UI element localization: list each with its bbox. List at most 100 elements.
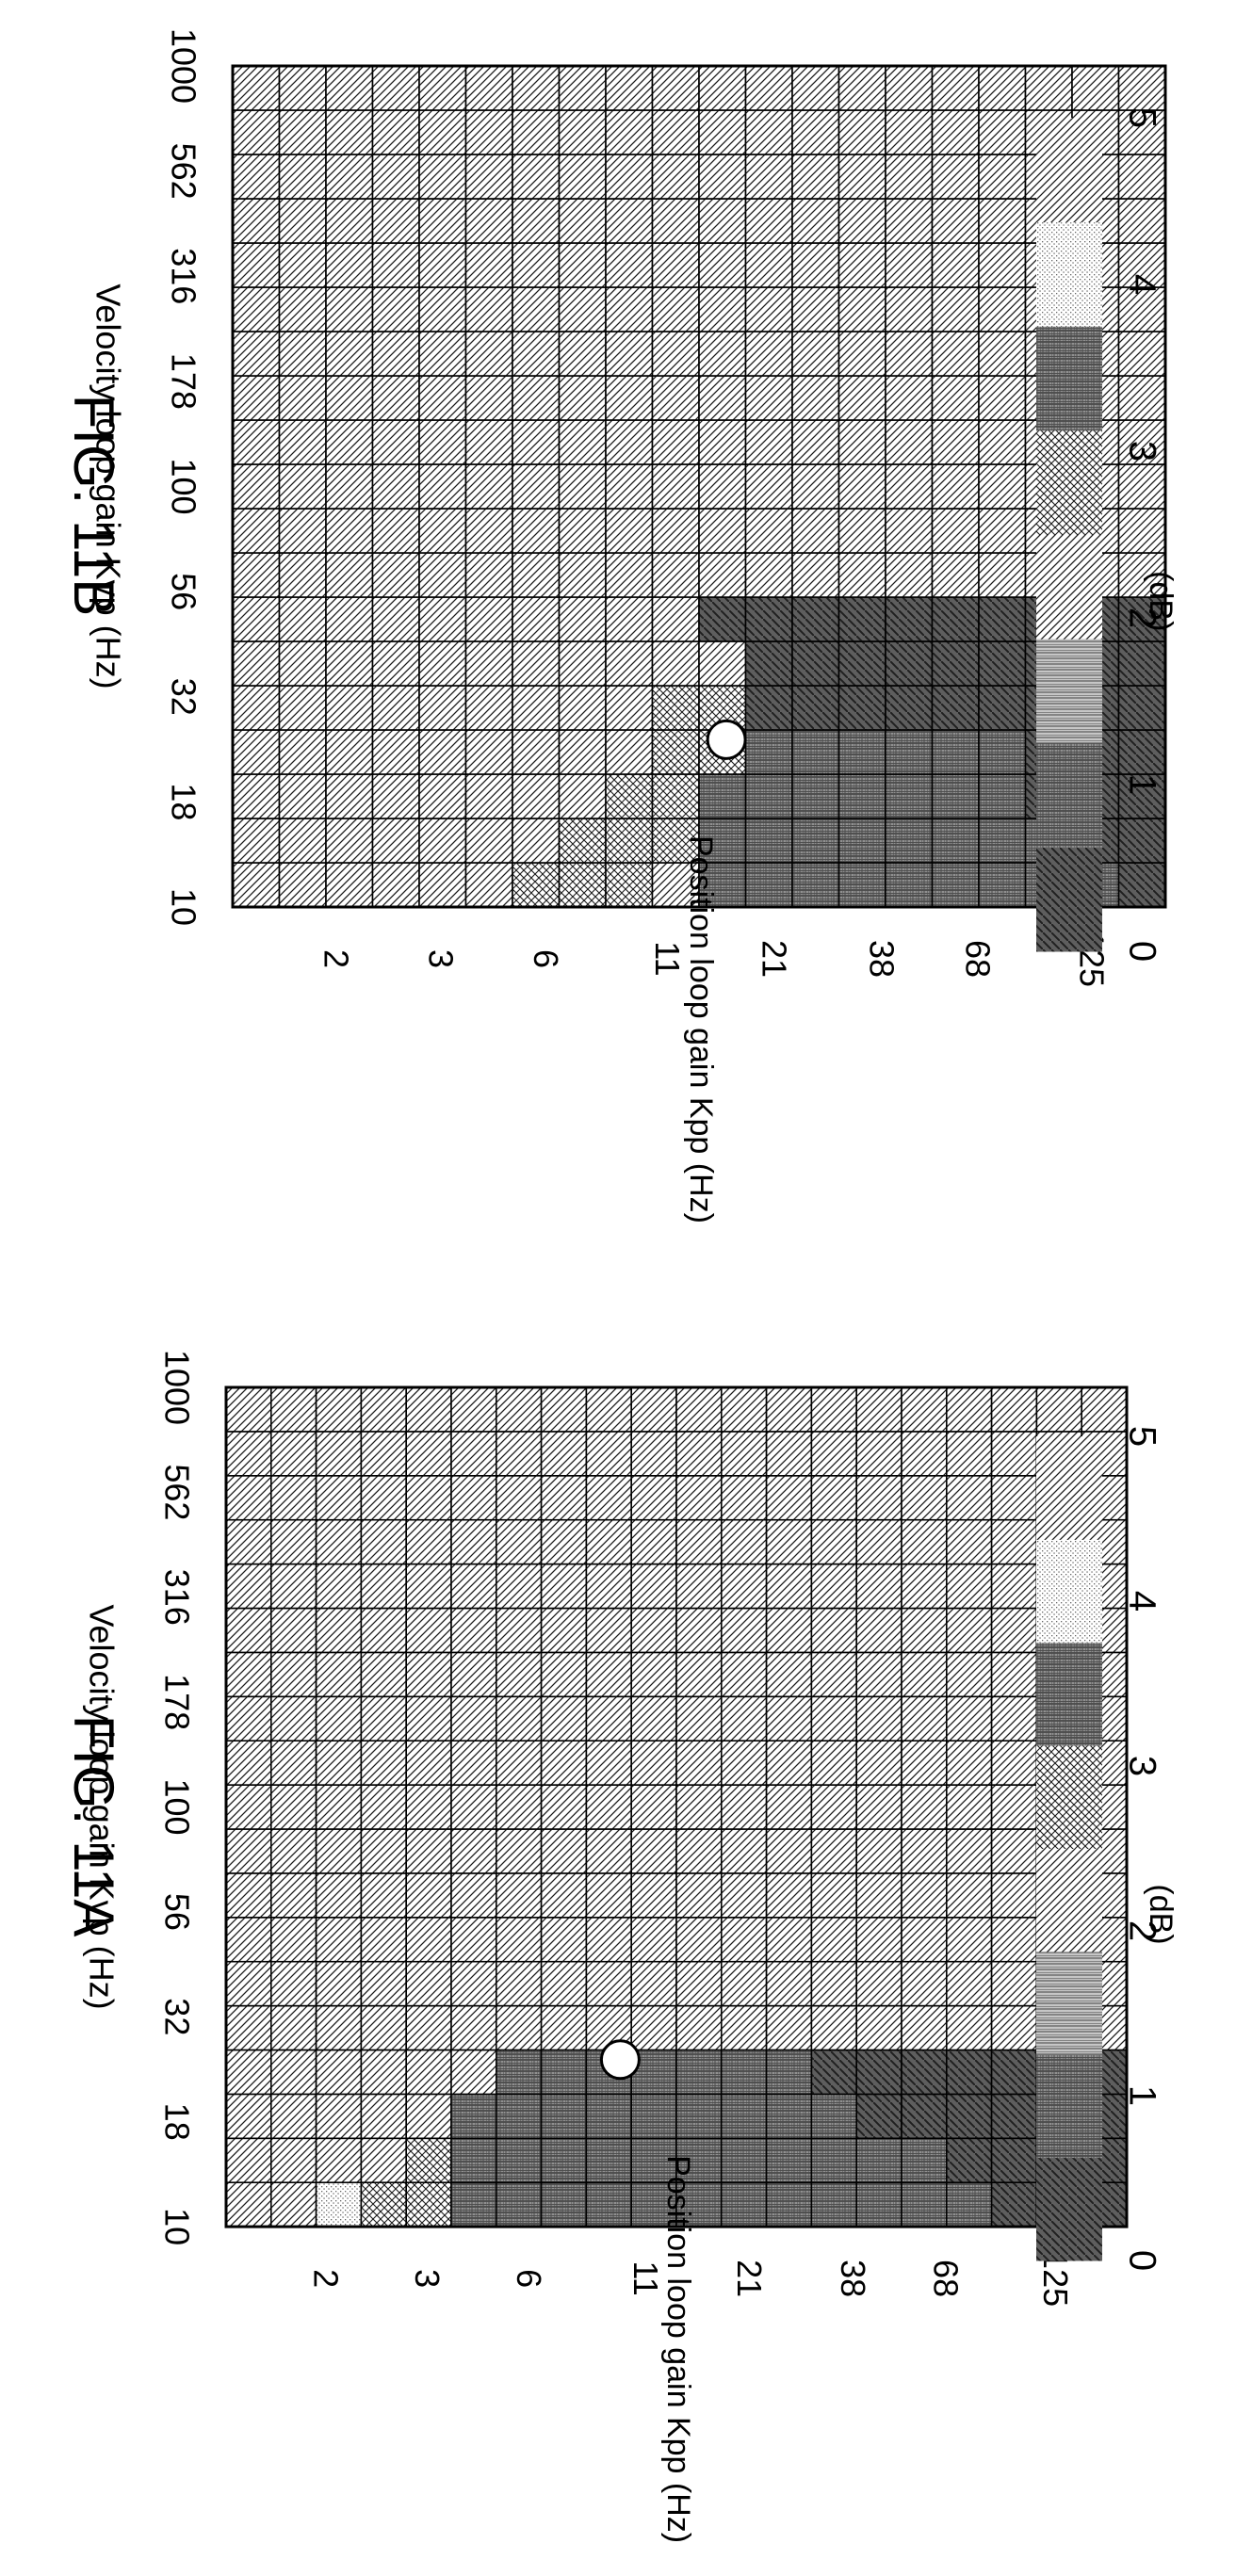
heatmap-cell (744, 242, 793, 288)
heatmap-cell (885, 596, 934, 642)
x-tick-label: 32 (164, 678, 203, 716)
heatmap-cell (1071, 65, 1120, 111)
heatmap-cell (810, 1740, 858, 1786)
heatmap-cell (360, 1695, 407, 1742)
heatmap-cell (990, 1695, 1038, 1742)
heatmap-cell (495, 1872, 543, 1919)
heatmap-cell (978, 65, 1027, 111)
heatmap-cell (791, 463, 840, 510)
heatmap-cell (405, 2004, 452, 2051)
heatmap-cell (651, 331, 700, 377)
heatmap-cell (630, 1784, 677, 1830)
heatmap-cell (1081, 1386, 1128, 1433)
y-tick-label: 11 (626, 2260, 665, 2295)
heatmap-cell (585, 1607, 633, 1654)
heatmap-cell (675, 2004, 723, 2051)
figure-label: FIG. 11A (62, 1715, 125, 1937)
heatmap-cell (837, 862, 886, 908)
heatmap-cell (765, 1431, 813, 1477)
heatmap-cell (978, 508, 1027, 554)
heatmap-cell (269, 2004, 317, 2051)
y-axis-label: Position loop gain Kpp (Hz) (660, 2155, 696, 2543)
heatmap-cell (605, 198, 654, 244)
heatmap-cell (901, 1607, 948, 1654)
heatmap-cell (885, 508, 934, 554)
heatmap-cell (651, 65, 700, 111)
heatmap-cell (855, 2137, 902, 2184)
heatmap-cell (360, 2004, 407, 2051)
heatmap-cell (765, 1695, 813, 1742)
heatmap-cell (278, 463, 327, 510)
heatmap-cell (325, 729, 374, 775)
heatmap-cell (630, 1475, 677, 1521)
heatmap-cell (495, 1475, 543, 1521)
heatmap-cell (1024, 65, 1073, 111)
heatmap-cell (837, 640, 886, 687)
heatmap-cell (855, 2004, 902, 2051)
heatmap-cell (225, 2137, 272, 2184)
heatmap-cell (225, 1917, 272, 1963)
heatmap-cell (464, 773, 513, 819)
heatmap-frame (224, 1385, 1129, 2228)
heatmap-cell (540, 1431, 588, 1477)
heatmap-cell (720, 1386, 768, 1433)
heatmap-cell (418, 154, 467, 200)
heatmap-cell (744, 154, 793, 200)
colorbar-band (1036, 2054, 1102, 2159)
heatmap-cell (990, 1960, 1038, 2007)
heatmap-cell (990, 2137, 1038, 2184)
heatmap-cell (585, 1872, 633, 1919)
heatmap-cell (698, 862, 747, 908)
heatmap-cell (978, 154, 1027, 200)
heatmap-cell (990, 2049, 1038, 2096)
heatmap-cell (885, 640, 934, 687)
heatmap-cell (885, 419, 934, 465)
heatmap-cell (225, 1872, 272, 1919)
x-tick-label: 18 (157, 2103, 196, 2141)
heatmap-cell (901, 1695, 948, 1742)
heatmap-cell (325, 463, 374, 510)
heatmap-cell (405, 2181, 452, 2228)
heatmap-cell (371, 198, 420, 244)
heatmap-cell (269, 1828, 317, 1874)
heatmap-cell (837, 65, 886, 111)
heatmap-cell (269, 1695, 317, 1742)
heatmap-cell (371, 463, 420, 510)
heatmap-cell (278, 242, 327, 288)
heatmap-cell (540, 1386, 588, 1433)
heatmap-cell (325, 242, 374, 288)
heatmap-cell (464, 818, 513, 864)
heatmap-cell (512, 773, 561, 819)
heatmap-cell (901, 1872, 948, 1919)
heatmap-cell (901, 1740, 948, 1786)
heatmap-cell (325, 375, 374, 421)
heatmap-cell (450, 2049, 497, 2096)
x-tick-label: 56 (164, 573, 203, 610)
heatmap-cell (931, 109, 980, 155)
heatmap-cell (855, 1960, 902, 2007)
y-tick-label: 6 (527, 949, 565, 968)
heatmap-cell (605, 862, 654, 908)
heatmap-cell (512, 729, 561, 775)
heatmap-cell (791, 729, 840, 775)
heatmap-cell (278, 375, 327, 421)
heatmap-cell (558, 640, 607, 687)
heatmap-cell (225, 1740, 272, 1786)
heatmap-cell (744, 508, 793, 554)
heatmap-cell (630, 1651, 677, 1698)
heatmap-cell (630, 1518, 677, 1565)
heatmap-cell (651, 640, 700, 687)
heatmap-cell (720, 1563, 768, 1610)
heatmap-cell (540, 2004, 588, 2051)
heatmap-cell (315, 1386, 363, 1433)
heatmap-cell (978, 286, 1027, 332)
heatmap-cell (651, 109, 700, 155)
heatmap-cell (744, 419, 793, 465)
y-axis-label: Position loop gain Kpp (Hz) (683, 835, 719, 1223)
heatmap-cell (651, 286, 700, 332)
heatmap-cell (765, 2049, 813, 2096)
heatmap-cell (315, 1784, 363, 1830)
colorbar-band (1036, 118, 1102, 223)
heatmap-cell (990, 1607, 1038, 1654)
